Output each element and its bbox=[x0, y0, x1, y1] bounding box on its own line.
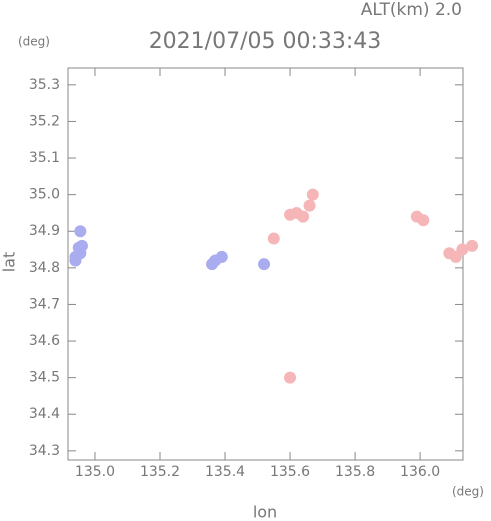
echo bbox=[206, 258, 219, 271]
y-tick-label: 34.5 bbox=[29, 370, 60, 386]
echo bbox=[466, 239, 479, 252]
echo bbox=[306, 188, 319, 201]
x-unit: (deg) bbox=[452, 485, 484, 499]
x-tick-label: 135.0 bbox=[75, 464, 115, 480]
x-tick-label: 135.8 bbox=[335, 464, 375, 480]
y-tick-label: 35.1 bbox=[29, 150, 60, 166]
echo bbox=[267, 232, 280, 245]
x-tick-label: 136.0 bbox=[400, 464, 440, 480]
y-tick-label: 35.3 bbox=[29, 77, 60, 93]
echo bbox=[303, 199, 316, 212]
echo bbox=[75, 239, 88, 252]
x-tick-label: 135.4 bbox=[205, 464, 245, 480]
echo bbox=[297, 210, 310, 223]
y-axis-label: lat bbox=[0, 252, 19, 273]
echo bbox=[456, 243, 469, 256]
y-tick-label: 34.4 bbox=[29, 406, 60, 422]
chart-title: 2021/07/05 00:33:43 bbox=[149, 29, 382, 54]
y-unit: (deg) bbox=[18, 35, 50, 49]
y-tick-label: 34.8 bbox=[29, 260, 60, 276]
y-tick-label: 34.7 bbox=[29, 296, 60, 312]
x-tick-label: 135.2 bbox=[140, 464, 180, 480]
plot-frame bbox=[67, 67, 464, 461]
y-tick-label: 35.2 bbox=[29, 113, 60, 129]
echo bbox=[417, 214, 430, 227]
x-tick-label: 135.6 bbox=[270, 464, 310, 480]
echo bbox=[215, 250, 228, 263]
y-tick-label: 35.0 bbox=[29, 187, 60, 203]
y-tick-label: 34.9 bbox=[29, 223, 60, 239]
echo bbox=[284, 371, 297, 384]
chart-subtitle: ALT(km) 2.0 bbox=[361, 0, 462, 20]
echo bbox=[258, 258, 271, 271]
echo bbox=[74, 225, 87, 238]
y-tick-label: 34.3 bbox=[29, 443, 60, 459]
y-tick-label: 34.6 bbox=[29, 333, 60, 349]
x-axis-label: lon bbox=[253, 503, 277, 521]
echo bbox=[69, 254, 82, 267]
